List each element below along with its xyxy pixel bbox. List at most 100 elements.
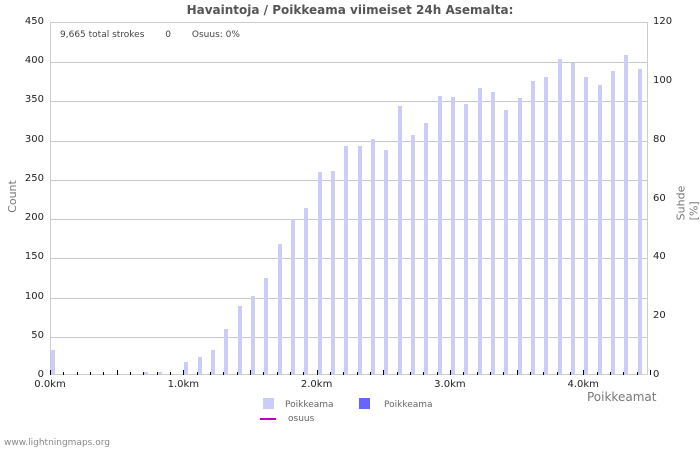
bar <box>210 350 215 374</box>
x-tick <box>209 372 211 375</box>
x-tick <box>343 372 345 375</box>
legend-line-swatch <box>260 418 276 420</box>
bar <box>144 372 149 374</box>
y-axis-title-left: Count <box>5 180 19 213</box>
y-tick-label: 450 <box>24 16 44 27</box>
x-tick <box>329 372 331 375</box>
y-tick-label: 400 <box>24 55 44 67</box>
x-tick <box>129 372 131 375</box>
x-tick <box>596 372 598 375</box>
bar <box>557 59 562 374</box>
bar <box>51 350 55 374</box>
x-tick-label: 2.0km <box>300 379 333 390</box>
x-tick <box>476 372 478 375</box>
bar <box>384 149 389 374</box>
bar <box>410 134 415 374</box>
y-right-tick-label: 0 <box>653 369 660 380</box>
count-value: 0 <box>165 30 172 40</box>
x-tick <box>383 370 385 375</box>
y-axis-title-right: Suhde [%] <box>674 185 700 221</box>
x-axis-title: Poikkeamat <box>587 390 657 404</box>
x-tick <box>489 372 491 375</box>
legend-label-1: Poikkeama <box>285 400 334 410</box>
x-tick <box>183 370 185 375</box>
y-right-tick-label: 120 <box>653 16 673 27</box>
bar <box>290 219 295 374</box>
gridline <box>51 140 647 142</box>
y-tick-label: 50 <box>31 329 44 341</box>
stats-info: 9,665 total strokes 0 Osuus: 0% <box>60 30 258 40</box>
x-tick-label: 3.0km <box>434 379 466 390</box>
x-tick <box>636 372 638 375</box>
x-tick <box>263 372 265 375</box>
bar <box>264 277 269 374</box>
bar <box>637 68 642 374</box>
gridline <box>51 219 647 221</box>
bar <box>464 104 469 374</box>
gridline <box>51 62 647 64</box>
bar <box>530 80 535 374</box>
bar <box>504 109 509 374</box>
bar <box>330 170 335 374</box>
x-tick <box>76 372 78 375</box>
x-tick <box>196 372 198 375</box>
plot-area <box>50 22 648 375</box>
x-tick <box>409 372 411 375</box>
x-tick <box>543 372 545 375</box>
legend-swatch-dark <box>359 398 370 409</box>
bar <box>157 372 162 374</box>
gridline <box>51 336 647 338</box>
y-tick-label: 200 <box>24 212 44 224</box>
x-tick <box>396 372 398 375</box>
x-tick-label: 4.0km <box>567 379 599 390</box>
bar <box>610 71 615 374</box>
bar <box>517 97 522 374</box>
gridline <box>51 297 647 299</box>
bar <box>397 105 402 374</box>
bar <box>184 362 189 374</box>
x-tick <box>303 372 305 375</box>
x-tick <box>423 372 425 375</box>
bar <box>250 295 255 374</box>
bar <box>437 95 442 374</box>
x-tick <box>236 372 238 375</box>
y-right-tick-label: 80 <box>653 133 666 145</box>
bar <box>544 77 549 374</box>
x-tick <box>623 372 625 375</box>
legend-label-3: osuus <box>288 414 315 424</box>
x-tick-label: 0.0km <box>34 379 66 390</box>
bar <box>370 138 375 374</box>
x-tick-label: 1.0km <box>167 379 200 390</box>
bar <box>597 85 602 374</box>
bar <box>424 122 429 374</box>
gridline <box>51 179 647 181</box>
x-tick <box>276 372 278 375</box>
x-tick <box>50 370 51 375</box>
x-tick <box>529 372 531 375</box>
x-tick <box>436 372 438 375</box>
x-tick <box>583 370 585 375</box>
gridline <box>51 258 647 260</box>
bar <box>237 305 242 374</box>
bar <box>304 208 309 374</box>
y-tick-label: 100 <box>24 290 44 302</box>
x-tick <box>609 372 611 375</box>
bar <box>277 243 282 374</box>
bar <box>357 145 362 374</box>
x-tick <box>156 372 158 375</box>
chart-title: Havaintoja / Poikkeama viimeiset 24h Ase… <box>186 3 514 17</box>
x-tick <box>63 372 65 375</box>
bar <box>624 54 629 374</box>
y-tick-label: 350 <box>24 94 44 106</box>
x-tick <box>356 372 358 375</box>
x-tick <box>516 370 518 375</box>
y-tick-label: 300 <box>24 133 44 145</box>
x-tick <box>143 372 145 375</box>
x-tick <box>169 372 171 375</box>
bar <box>450 97 455 374</box>
y-right-tick-label: 60 <box>653 192 666 204</box>
footer-link[interactable]: www.lightningmaps.org <box>4 438 110 448</box>
bar <box>197 356 202 374</box>
x-tick <box>569 372 571 375</box>
x-tick <box>116 370 118 375</box>
